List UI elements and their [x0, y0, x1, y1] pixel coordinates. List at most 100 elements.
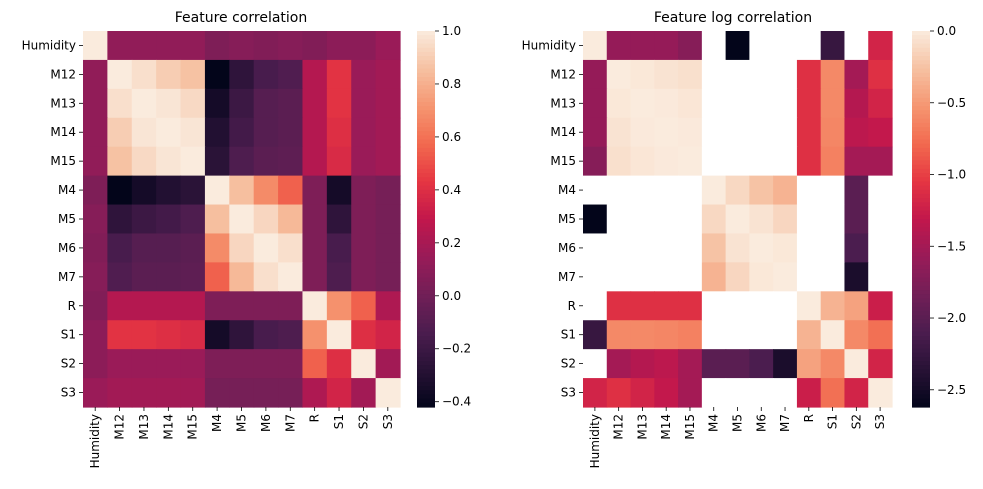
y-tick-label: M13 — [550, 96, 576, 110]
colorbar-segment — [912, 390, 930, 396]
heatmap-cell — [796, 117, 822, 148]
heatmap-cell — [131, 59, 157, 90]
colorbar-segment — [912, 235, 930, 241]
heatmap-cell — [796, 262, 822, 292]
heatmap-cell — [630, 175, 655, 206]
heatmap-cell — [351, 262, 377, 292]
colorbar-segment — [912, 331, 930, 337]
colorbar-segment — [912, 223, 930, 228]
heatmap-cell — [278, 59, 304, 90]
heatmap-cell — [654, 233, 679, 263]
heatmap-cell — [678, 204, 703, 235]
colorbar-segment — [417, 206, 435, 212]
colorbar-segment — [417, 377, 435, 383]
heatmap-cell — [180, 233, 206, 263]
heatmap-cell — [156, 320, 182, 350]
heatmap-cell — [278, 262, 304, 292]
y-tick-label: M15 — [50, 154, 76, 168]
heatmap-cell — [583, 233, 608, 263]
y-tick-labels: Humidity M12 M13 M14 M15 M4 M5 M6 M7 R S1 S2 S3 — [22, 38, 83, 400]
heatmap-cell — [253, 31, 279, 61]
heatmap-cell — [654, 175, 679, 206]
heatmap-cell — [796, 233, 822, 263]
correlation-heatmap-panel: Feature correlation Humidity M12 M13 M14 M15… — [22, 10, 472, 468]
colorbar-tick-label: −0.5 — [937, 96, 966, 110]
y-tick-label: M5 — [58, 212, 76, 226]
heatmap-cell — [749, 320, 774, 350]
heatmap-cell — [844, 31, 869, 61]
colorbar-segment — [912, 260, 930, 266]
x-tick-label: M6 — [754, 414, 768, 432]
colorbar-tick-label: −2.5 — [937, 383, 966, 397]
heatmap-cell — [701, 117, 727, 148]
heatmap-cell — [868, 204, 893, 235]
x-tick-label: M4 — [210, 414, 224, 432]
heatmap-cell — [749, 349, 774, 379]
heatmap-cell — [253, 59, 279, 90]
heatmap-cell — [375, 320, 401, 350]
heatmap-cell — [820, 378, 846, 408]
heatmap-cell — [654, 291, 679, 321]
heatmap-cell — [678, 349, 703, 379]
heatmap-cell — [253, 233, 279, 263]
heatmap-cell — [278, 204, 304, 235]
colorbar-segment — [912, 365, 930, 370]
heatmap-cell — [844, 204, 869, 235]
colorbar-segment — [417, 390, 435, 396]
y-tick-label: Humidity — [22, 38, 76, 52]
colorbar-segment — [417, 281, 435, 287]
heatmap-cell — [156, 88, 182, 119]
heatmap-cell — [326, 233, 352, 263]
heatmap-cell — [229, 233, 255, 263]
heatmap-cell — [583, 88, 608, 119]
heatmap-cell — [796, 320, 822, 350]
colorbar-segment — [417, 327, 435, 333]
heatmap-cell — [606, 88, 632, 119]
colorbar-segment — [912, 156, 930, 162]
y-tick-label: M15 — [550, 154, 576, 168]
heatmap-cell — [701, 175, 727, 206]
heatmap-cell — [868, 59, 893, 90]
colorbar-segment — [912, 118, 930, 124]
heatmap-cell — [678, 233, 703, 263]
heatmap-cell — [630, 204, 655, 235]
heatmap-cell — [701, 378, 727, 408]
heatmap-cell — [180, 349, 206, 379]
colorbar-segment — [417, 369, 435, 375]
heatmap-cell — [351, 291, 377, 321]
heatmap-cell — [630, 146, 655, 177]
heatmap-cell — [630, 59, 655, 90]
heatmap-cell — [701, 233, 727, 263]
heatmap-cell — [725, 88, 750, 119]
heatmap-cell — [302, 233, 328, 263]
heatmap-cell — [701, 291, 727, 321]
heatmap-cell — [253, 146, 279, 177]
heatmap-cell — [278, 378, 304, 408]
colorbar-segment — [912, 85, 930, 91]
colorbar-segment — [417, 160, 435, 166]
colorbar-segment — [417, 56, 435, 61]
heatmap-cell — [606, 262, 632, 292]
x-tick-label: M12 — [612, 414, 626, 440]
colorbar-segment — [417, 114, 435, 120]
x-tick-label: M7 — [283, 414, 297, 432]
heatmap-cell — [725, 378, 750, 408]
colorbar-segment — [417, 97, 435, 103]
heatmap-cell — [107, 31, 133, 61]
x-tick-label: M12 — [113, 414, 127, 440]
heatmap-cell — [229, 88, 255, 119]
heatmap-cell — [375, 349, 401, 379]
colorbar-segment — [912, 285, 930, 291]
heatmap-cell — [351, 146, 377, 177]
heatmap-cell — [820, 88, 846, 119]
heatmap-cell — [725, 175, 750, 206]
heatmap-cell — [351, 117, 377, 148]
heatmap-cell — [180, 378, 206, 408]
colorbar-segment — [417, 68, 435, 74]
heatmap-cell — [725, 117, 750, 148]
heatmap-cell — [725, 262, 750, 292]
heatmap-cell — [749, 378, 774, 408]
heatmap-cell — [844, 233, 869, 263]
heatmap-cell — [820, 349, 846, 379]
heatmap-cell — [253, 378, 279, 408]
